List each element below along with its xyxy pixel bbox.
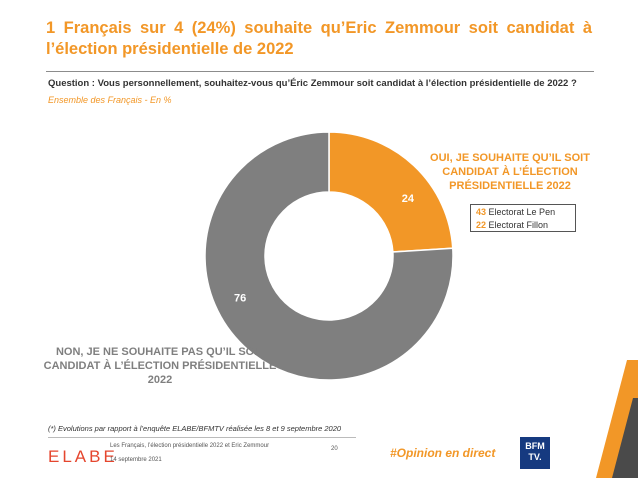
elabe-logo-shape-dark xyxy=(612,398,638,478)
value-label-non: 76 xyxy=(234,292,246,304)
hashtag-opinion: #Opinion en direct xyxy=(390,446,496,460)
legend-non: NON, JE NE SOUHAITE PAS QU’IL SOIT CANDI… xyxy=(43,346,277,386)
elabe-logo: ELABE xyxy=(48,447,118,466)
study-title: Les Français, l’élection présidentielle … xyxy=(110,443,270,449)
page-number: 20 xyxy=(331,446,338,452)
population-subtitle: Ensemble des Français - En % xyxy=(48,95,172,105)
breakdown-row: 22 Electorat Fillon xyxy=(476,220,549,230)
legend-oui: OUI, JE SOUHAITE QU’IL SOIT CANDIDAT À L… xyxy=(430,152,590,192)
footnote: (*) Evolutions par rapport à l’enquête E… xyxy=(48,424,342,433)
title-divider xyxy=(46,71,594,72)
page-title: 1 Français sur 4 (24%) souhaite qu’Eric … xyxy=(46,19,592,58)
value-label-oui: 24 xyxy=(402,193,415,205)
breakdown-row: 43 Electorat Le Pen xyxy=(476,207,556,217)
study-date: 14 septembre 2021 xyxy=(110,457,162,463)
question-text: Question : Vous personnellement, souhait… xyxy=(48,78,577,89)
slice-non xyxy=(204,131,454,381)
slice-oui xyxy=(328,131,454,253)
electorate-breakdown-box: 43 Electorat Le Pen 22 Electorat Fillon xyxy=(470,204,576,232)
bfmtv-logo: BFM TV. xyxy=(520,437,550,469)
footer-divider xyxy=(48,437,356,438)
